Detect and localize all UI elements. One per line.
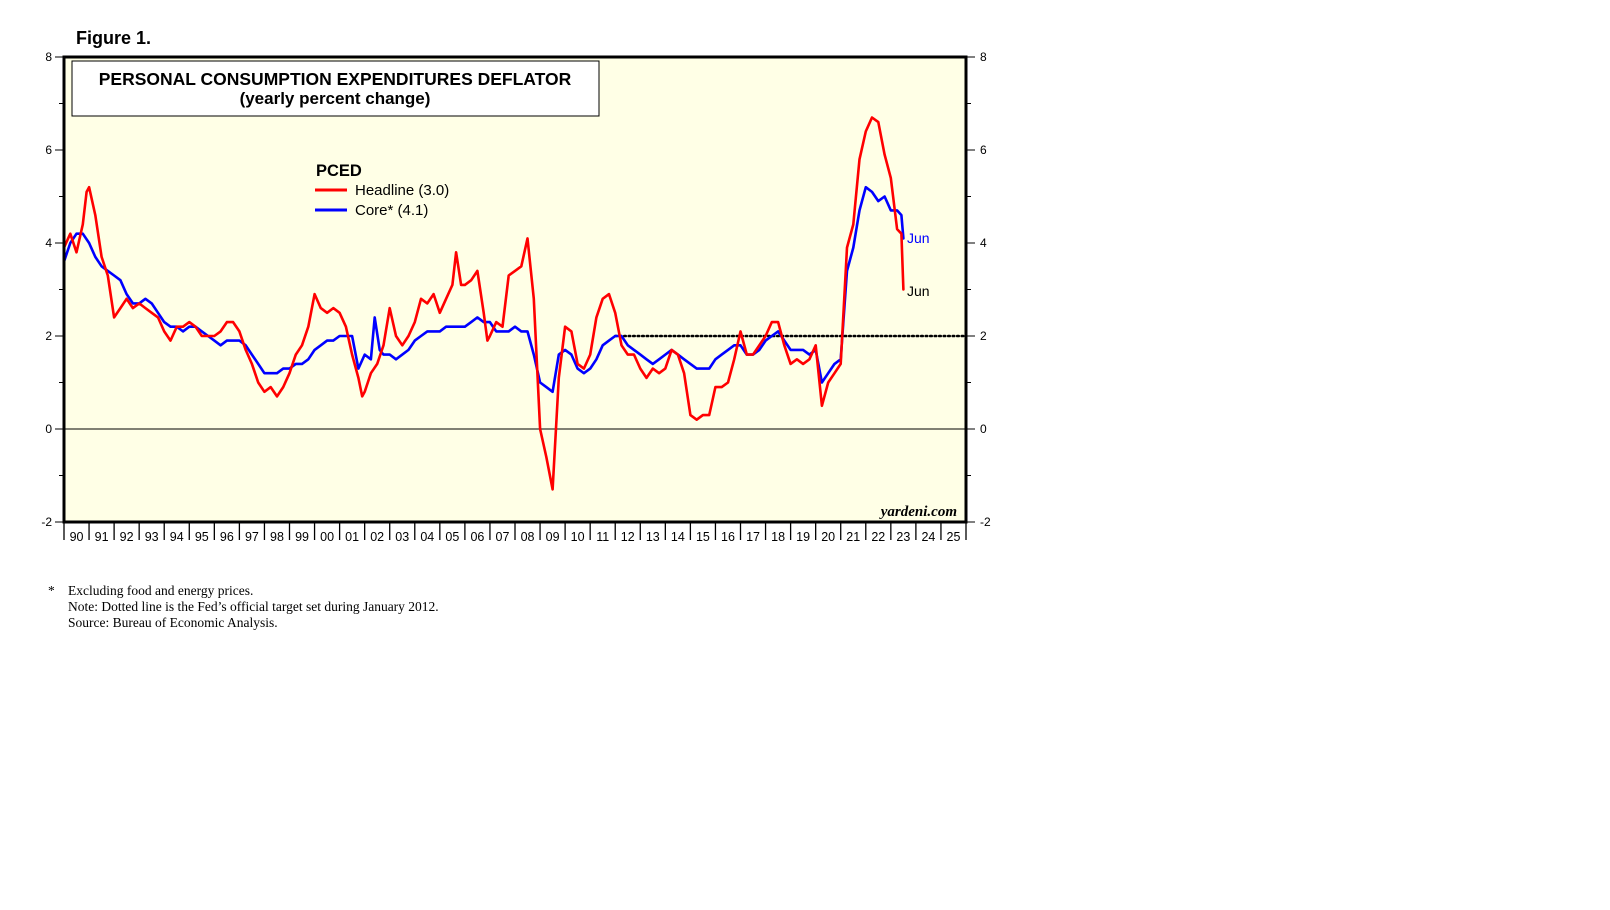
x-tick-label: 24 (921, 530, 935, 544)
chart-subtitle: (yearly percent change) (240, 89, 431, 108)
x-tick-label: 02 (370, 530, 384, 544)
x-tick-label: 96 (220, 530, 234, 544)
pced-line-chart: -2 -20 02 24 46 68 890 91 92 93 94 95 96 97 98 99 00 01 02… (41, 50, 991, 544)
watermark: yardeni.com (879, 504, 957, 520)
y-tick-label-right: 6 (980, 143, 987, 157)
x-tick-label: 91 (95, 530, 109, 544)
x-tick-label: 06 (470, 530, 484, 544)
x-tick-label: 22 (871, 530, 885, 544)
title-box (71, 60, 600, 117)
end-label-core: Jun (907, 230, 930, 246)
x-tick-label: 97 (245, 530, 259, 544)
chart-title: PERSONAL CONSUMPTION EXPENDITURES DEFLAT… (99, 69, 572, 89)
x-tick-label: 08 (521, 530, 535, 544)
y-tick-label-left: 2 (45, 329, 52, 343)
x-tick-label: 10 (571, 530, 585, 544)
legend-title: PCED (316, 162, 362, 180)
x-tick-label: 05 (445, 530, 459, 544)
x-tick-label: 01 (345, 530, 359, 544)
plot-background (64, 57, 966, 522)
y-tick-label-right: 8 (980, 50, 987, 64)
y-tick-label-left: 0 (45, 422, 52, 436)
x-tick-label: 13 (646, 530, 660, 544)
footnotes: * Excluding food and energy prices. Note… (48, 583, 439, 631)
y-tick-label-left: 8 (45, 50, 52, 64)
end-label-headline: Jun (907, 283, 930, 299)
x-tick-label: 90 (70, 530, 84, 544)
x-tick-label: 93 (145, 530, 159, 544)
x-tick-label: 99 (295, 530, 309, 544)
legend-label-core: Core* (4.1) (355, 202, 428, 219)
footnote-target-note: Note: Dotted line is the Fed’s official … (68, 599, 439, 614)
x-tick-label: 19 (796, 530, 810, 544)
x-tick-label: 04 (420, 530, 434, 544)
footnote-asterisk: * (48, 583, 55, 598)
x-tick-label: 14 (671, 530, 685, 544)
x-tick-label: 18 (771, 530, 785, 544)
x-tick-label: 17 (746, 530, 760, 544)
x-tick-label: 23 (896, 530, 910, 544)
x-tick-label: 21 (846, 530, 860, 544)
x-tick-label: 20 (821, 530, 835, 544)
y-tick-label-left: 6 (45, 143, 52, 157)
x-tick-label: 03 (395, 530, 409, 544)
x-tick-label: 07 (496, 530, 510, 544)
x-tick-label: 95 (195, 530, 209, 544)
footnote-core-definition: * Excluding food and energy prices. (48, 583, 439, 599)
y-tick-label-right: -2 (980, 515, 991, 529)
figure-label: Figure 1. (76, 28, 152, 48)
x-tick-label: 11 (596, 530, 609, 544)
x-tick-label: 92 (120, 530, 134, 544)
y-tick-label-right: 0 (980, 422, 987, 436)
footnote-text-1: Excluding food and energy prices. (68, 583, 254, 598)
y-tick-label-right: 4 (980, 236, 987, 250)
x-tick-label: 12 (621, 530, 635, 544)
x-tick-label: 16 (721, 530, 735, 544)
x-tick-label: 00 (320, 530, 334, 544)
x-tick-label: 15 (696, 530, 710, 544)
x-tick-label: 94 (170, 530, 184, 544)
x-tick-label: 09 (546, 530, 560, 544)
legend: PCED Headline (3.0) Core* (4.1) (315, 162, 449, 219)
x-tick-label: 25 (947, 530, 961, 544)
y-tick-label-left: 4 (45, 236, 52, 250)
y-tick-label-right: 2 (980, 329, 987, 343)
legend-label-headline: Headline (3.0) (355, 182, 449, 199)
series-line-headline (62, 116, 905, 491)
x-tick-label: 98 (270, 530, 284, 544)
footnote-source: Source: Bureau of Economic Analysis. (68, 615, 278, 630)
y-tick-label-left: -2 (41, 515, 52, 529)
